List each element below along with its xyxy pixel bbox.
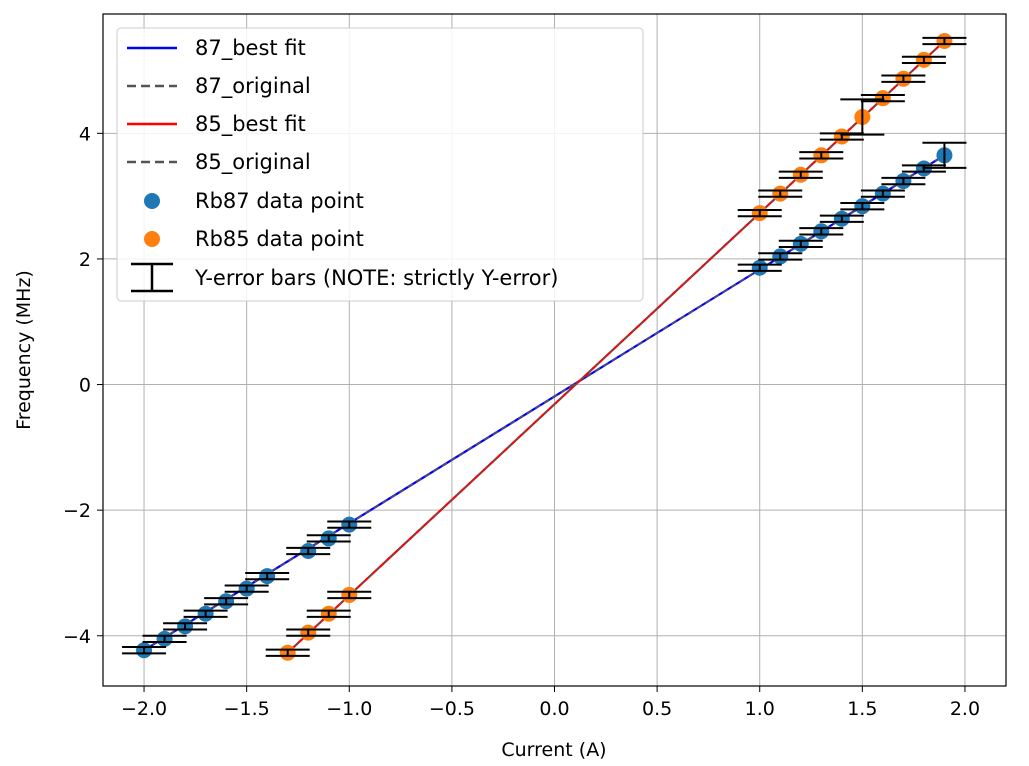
legend-marker-rb85 xyxy=(144,231,160,247)
line-85-best-fit xyxy=(286,40,946,654)
error-bar-rb87 xyxy=(922,141,967,169)
error-bar-rb85 xyxy=(799,151,844,160)
legend-marker-rb87 xyxy=(144,193,160,209)
error-bar-rb87 xyxy=(819,214,864,223)
error-bar-rb85 xyxy=(327,590,372,600)
legend-box xyxy=(116,27,644,302)
x-tick-label: −1.0 xyxy=(326,698,372,720)
error-bar-rb87 xyxy=(758,252,803,261)
error-bar-rb85 xyxy=(860,94,905,103)
error-bar-rb85 xyxy=(922,36,967,46)
error-bar-rb87 xyxy=(122,646,167,655)
x-tick-label: 2.0 xyxy=(950,698,980,720)
x-tick-label: −0.5 xyxy=(429,698,475,720)
error-bar-rb87 xyxy=(778,239,823,249)
error-bar-rb85 xyxy=(881,74,926,83)
error-bar-rb87 xyxy=(327,520,372,529)
error-bar-rb85 xyxy=(737,208,782,218)
error-bar-rb87 xyxy=(286,546,331,556)
error-bar-rb85 xyxy=(286,628,331,637)
error-bar-rb87 xyxy=(224,584,269,593)
error-bar-rb87 xyxy=(245,571,290,581)
legend-label-85-best-fit: 85_best fit xyxy=(195,112,306,137)
error-bar-rb87 xyxy=(163,622,208,631)
y-tick-label: 4 xyxy=(79,123,91,145)
line-87-original xyxy=(143,154,945,651)
x-tick-label: 1.0 xyxy=(745,698,775,720)
legend-label-errorbars: Y-error bars (NOTE: strictly Y-error) xyxy=(194,266,558,290)
legend-errorbar-symbol xyxy=(131,262,173,293)
y-tick-label: 0 xyxy=(79,375,91,397)
y-axis-title: Frequency (MHz) xyxy=(13,270,35,430)
error-bar-rb87 xyxy=(737,263,782,272)
error-bar-rb87 xyxy=(204,597,249,606)
error-bar-rb87 xyxy=(142,634,187,644)
y-tick-label: −2 xyxy=(63,500,91,522)
legend-label-rb87: Rb87 data point xyxy=(195,189,364,213)
error-bar-rb87 xyxy=(799,227,844,236)
error-bar-rb87 xyxy=(840,202,885,211)
legend-label-85-original: 85_original xyxy=(195,150,311,175)
x-tick-label: 0.0 xyxy=(539,698,569,720)
legend: 87_best fit 87_original 85_best fit 85_o… xyxy=(116,27,644,302)
axis-ticks: −2.0 −1.5 −1.0 −0.5 0.0 0.5 1.0 1.5 2.0 −4 −2 0 2 4 xyxy=(63,123,980,720)
error-bar-rb85 xyxy=(778,170,823,179)
legend-label-87-original: 87_original xyxy=(195,74,311,99)
error-bar-rb85 xyxy=(840,98,885,136)
error-bar-rb85 xyxy=(306,609,351,618)
x-tick-label: −1.5 xyxy=(224,698,270,720)
y-tick-label: 2 xyxy=(79,249,91,271)
error-bar-rb87 xyxy=(183,609,228,618)
y-tick-label: −4 xyxy=(63,626,91,648)
error-bar-rb85 xyxy=(758,189,803,198)
x-tick-label: −2.0 xyxy=(121,698,167,720)
error-bar-rb87 xyxy=(860,189,905,198)
legend-label-87-best-fit: 87_best fit xyxy=(195,36,306,61)
x-tick-label: 1.5 xyxy=(847,698,877,720)
fit-lines xyxy=(143,40,946,654)
x-tick-label: 0.5 xyxy=(642,698,672,720)
x-axis-title: Current (A) xyxy=(501,739,606,761)
error-bar-rb87 xyxy=(881,176,926,186)
error-bar-rb87 xyxy=(306,534,351,543)
legend-label-rb85: Rb85 data point xyxy=(195,227,364,251)
error-bar-rb85 xyxy=(901,55,946,64)
error-bar-rb85 xyxy=(265,648,310,657)
error-bars xyxy=(122,36,967,657)
